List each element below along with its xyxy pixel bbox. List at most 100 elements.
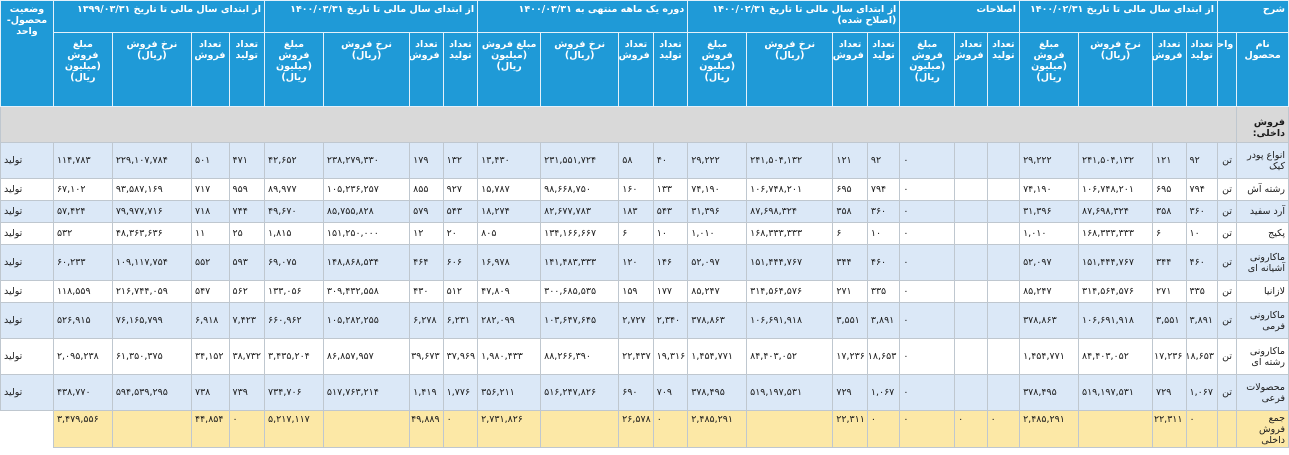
cell-g1400-02c-salesq: ۱۷,۲۳۶ <box>832 338 868 375</box>
cell-g1399-03-prod: ۵۹۳ <box>228 244 266 281</box>
cell-g1400-03-amount: ۸۹,۹۷۷ <box>264 178 324 201</box>
product-status: تولید <box>0 244 54 281</box>
section-title: فروش داخلی: <box>1236 106 1289 143</box>
header-sales-amount: مبلغ فروش (میلیون ریال) <box>1019 32 1079 107</box>
cell-g1400-02-rate: ۵۱۹,۱۹۷,۵۳۱ <box>1077 374 1154 411</box>
cell-g1399-03-amount: ۲,۰۹۵,۲۳۸ <box>52 338 113 375</box>
product-name: ماکارونی آشیانه ای <box>1236 244 1289 281</box>
cell-corr-prod <box>986 280 1021 303</box>
cell-g1400-02c-rate: ۱۰۶,۶۹۱,۹۱۸ <box>746 302 834 339</box>
cell-g1400-02-amount: ۳۱,۳۹۶ <box>1019 200 1079 223</box>
cell-g1400-02c-amount: ۱,۰۱۰ <box>687 222 748 245</box>
cell-corr-amount: ۰ <box>899 222 956 245</box>
header-sales-rate: نرخ فروش (ریال) <box>746 32 834 107</box>
cell-g1400-02-amount: ۳۷۸,۴۹۵ <box>1019 374 1079 411</box>
cell-corr-prod <box>986 244 1021 281</box>
cell-g1400-02c-prod: ۷۹۴ <box>866 178 901 201</box>
cell-g1400-03-salesq: ۱۷۹ <box>409 142 444 179</box>
header-row-columns: نام محصول واحد تعداد تولید تعداد فروش نر… <box>1 32 1289 107</box>
cell-g1400-03-rate: ۱۰۵,۲۸۲,۲۵۵ <box>322 302 411 339</box>
cell-g1399-03-prod: ۴۷۱ <box>228 142 266 179</box>
cell-g1400-03-rate: ۲۳۸,۲۷۹,۳۳۰ <box>322 142 411 179</box>
cell-month-rate: ۱۳۴,۱۶۶,۶۶۷ <box>540 222 620 245</box>
cell-g1399-03-amount: ۶۷,۱۰۲ <box>52 178 113 201</box>
cell-corr-prod <box>986 222 1021 245</box>
cell-g1400-02-amount: ۱,۰۱۰ <box>1019 222 1079 245</box>
cell-g1399-03-amount: ۱۱۴,۷۸۳ <box>52 142 113 179</box>
header-sales-rate: نرخ فروش (ریال) <box>111 32 192 107</box>
header-group-one-month: دوره یک ماهه منتهی به ۱۴۰۰/۰۳/۳۱ <box>477 0 689 33</box>
cell-g1400-02-rate: ۱۵۱,۴۴۴,۷۶۷ <box>1077 244 1154 281</box>
cell-g1400-02-rate: ۸۷,۶۹۸,۳۲۴ <box>1077 200 1154 223</box>
cell-month-prod: ۷۰۹ <box>652 374 689 411</box>
cell-g1400-02c-prod: ۱,۰۶۷ <box>866 374 901 411</box>
product-unit: تن <box>1216 280 1238 303</box>
header-product-name: نام محصول <box>1236 32 1289 107</box>
cell-corr-salesq <box>954 302 988 339</box>
cell-g1399-03-salesq: ۶,۹۱۸ <box>190 302 230 339</box>
cell-g1400-03-rate: ۸۶,۸۵۷,۹۵۷ <box>322 338 411 375</box>
cell-g1399-03-salesq: ۷۱۷ <box>190 178 230 201</box>
cell-g1400-02-rate: ۸۴,۴۰۳,۰۵۲ <box>1077 338 1154 375</box>
total-cell: ۲,۷۳۱,۸۲۶ <box>477 410 542 448</box>
cell-g1400-02c-prod: ۳,۸۹۱ <box>866 302 901 339</box>
cell-g1400-03-prod: ۹۲۷ <box>442 178 479 201</box>
cell-g1399-03-amount: ۱۱۸,۵۵۹ <box>52 280 113 303</box>
header-sales-amount: مبلغ فروش (میلیون ریال) <box>264 32 324 107</box>
cell-g1400-02-rate: ۳۱۴,۵۶۴,۵۷۶ <box>1077 280 1154 303</box>
product-name: محصولات فرعی <box>1236 374 1289 411</box>
cell-g1400-03-salesq: ۴۳۰ <box>409 280 444 303</box>
cell-month-rate: ۱۴۱,۴۸۳,۳۳۳ <box>540 244 620 281</box>
cell-month-rate: ۵۱۶,۲۴۷,۸۲۶ <box>540 374 620 411</box>
cell-g1400-02-salesq: ۷۲۹ <box>1152 374 1187 411</box>
table-row: ماکارونی آشیانه ای تن ۴۶۰ ۳۴۴ ۱۵۱,۴۴۴,۷۶۷ ۵۲,… <box>0 244 1289 281</box>
cell-g1400-03-amount: ۷۳۴,۷۰۶ <box>264 374 324 411</box>
cell-month-amount: ۲۸۲,۰۹۹ <box>477 302 542 339</box>
cell-g1400-03-salesq: ۴۶۴ <box>409 244 444 281</box>
cell-g1399-03-rate: ۵۹۴,۵۳۹,۲۹۵ <box>111 374 192 411</box>
cell-g1400-03-prod: ۳۷,۹۶۹ <box>442 338 479 375</box>
cell-g1400-02c-rate: ۸۷,۶۹۸,۳۲۴ <box>746 200 834 223</box>
cell-g1399-03-rate: ۱۰۹,۱۱۷,۷۵۴ <box>111 244 192 281</box>
product-status: تولید <box>0 302 54 339</box>
total-cell: ۰ <box>652 410 689 448</box>
cell-month-salesq: ۶ <box>618 222 654 245</box>
cell-g1400-02c-rate: ۵۱۹,۱۹۷,۵۳۱ <box>746 374 834 411</box>
table-row: ماکارونی رشته ای تن ۱۸,۶۵۳ ۱۷,۲۳۶ ۸۴,۴۰۳,۰۵۲… <box>0 338 1289 375</box>
cell-month-prod: ۲,۳۴۰ <box>652 302 689 339</box>
cell-month-salesq: ۶۹۰ <box>618 374 654 411</box>
cell-g1399-03-rate: ۶۱,۳۵۰,۳۷۵ <box>111 338 192 375</box>
cell-g1400-02c-rate: ۱۵۱,۴۴۴,۷۶۷ <box>746 244 834 281</box>
total-cell <box>746 410 834 448</box>
header-unit: واحد <box>1216 32 1238 107</box>
cell-month-salesq: ۱۵۹ <box>618 280 654 303</box>
cell-g1399-03-prod: ۷۳۹ <box>228 374 266 411</box>
cell-g1400-03-rate: ۵۱۷,۷۶۳,۲۱۴ <box>322 374 411 411</box>
header-sales-count: تعداد فروش <box>832 32 868 107</box>
header-sales-rate: نرخ فروش (ریال) <box>1077 32 1154 107</box>
cell-month-prod: ۱۳۳ <box>652 178 689 201</box>
cell-g1399-03-prod: ۳۸,۷۳۲ <box>228 338 266 375</box>
header-sales-rate: نرخ فروش (ریال) <box>322 32 411 107</box>
cell-g1400-02-salesq: ۳۴۴ <box>1152 244 1187 281</box>
product-unit: تن <box>1216 374 1238 411</box>
cell-g1400-03-salesq: ۵۷۹ <box>409 200 444 223</box>
cell-month-prod: ۱۷۷ <box>652 280 689 303</box>
cell-month-salesq: ۱۲۰ <box>618 244 654 281</box>
cell-corr-prod <box>986 200 1021 223</box>
cell-g1400-02c-rate: ۸۴,۴۰۳,۰۵۲ <box>746 338 834 375</box>
cell-month-prod: ۱۰ <box>652 222 689 245</box>
cell-g1400-03-prod: ۶,۲۳۱ <box>442 302 479 339</box>
header-sales-amount: مبلغ فروش (میلیون ریال) <box>477 32 542 107</box>
total-cell: ۵,۲۱۷,۱۱۷ <box>264 410 324 448</box>
cell-corr-amount: ۰ <box>899 200 956 223</box>
product-status: تولید <box>0 178 54 201</box>
cell-g1400-02-amount: ۳۷۸,۸۶۳ <box>1019 302 1079 339</box>
cell-g1400-02c-salesq: ۷۲۹ <box>832 374 868 411</box>
header-production-count: تعداد تولید <box>1185 32 1218 107</box>
table-row: پکیج تن ۱۰ ۶ ۱۶۸,۳۳۳,۳۳۳ ۱,۰۱۰ ۰ ۱۰ ۶ ۱۶۸,۳۳۳,۳۳۳… <box>0 222 1289 245</box>
cell-g1400-02-amount: ۸۵,۲۴۷ <box>1019 280 1079 303</box>
cell-g1400-03-rate: ۸۵,۷۵۵,۸۲۸ <box>322 200 411 223</box>
cell-g1400-02-rate: ۲۴۱,۵۰۴,۱۳۲ <box>1077 142 1154 179</box>
